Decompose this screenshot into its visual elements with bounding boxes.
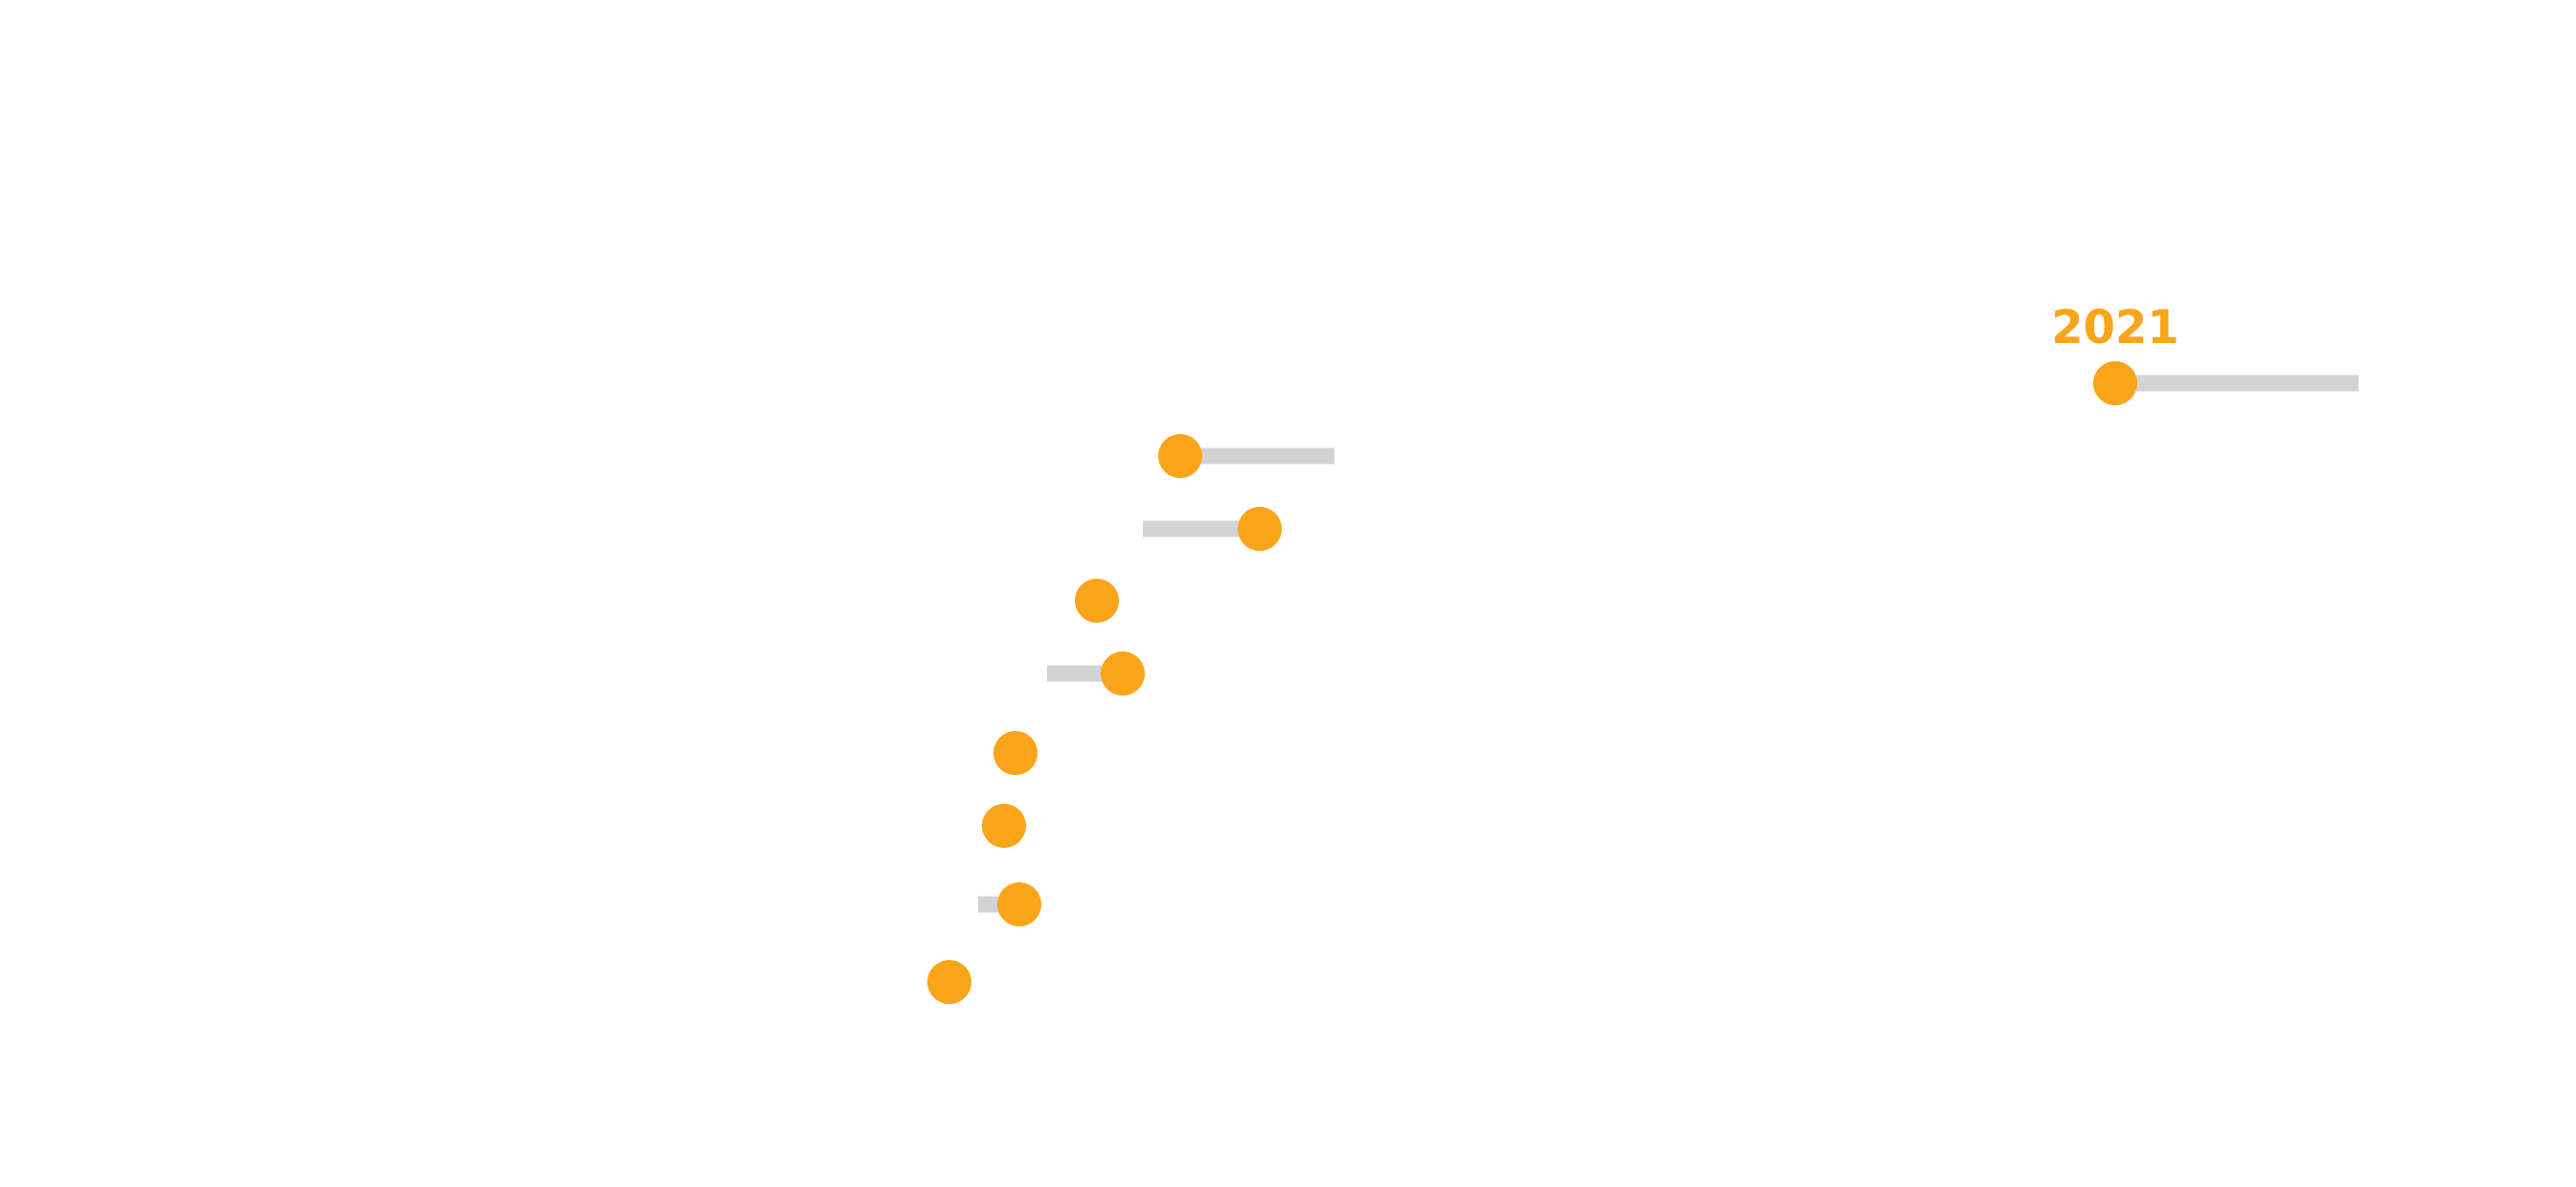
data-point-1 (1158, 434, 1202, 478)
data-point-0 (2093, 361, 2137, 405)
data-point-4 (1101, 651, 1145, 696)
data-point-2 (1238, 507, 1282, 551)
range-bar-1 (1180, 447, 1334, 465)
annotation-labels-layer: 2021 (2051, 301, 2179, 354)
dots-layer (927, 361, 2137, 1004)
range-bar-0 (2115, 375, 2359, 392)
year-label-0: 2021 (2051, 301, 2179, 354)
range-bar-2 (1143, 520, 1260, 537)
data-point-8 (927, 960, 971, 1004)
range-bars-layer (978, 375, 2359, 913)
data-point-7 (997, 882, 1041, 926)
data-point-3 (1075, 579, 1119, 623)
data-point-5 (993, 731, 1037, 775)
data-point-6 (982, 804, 1026, 848)
